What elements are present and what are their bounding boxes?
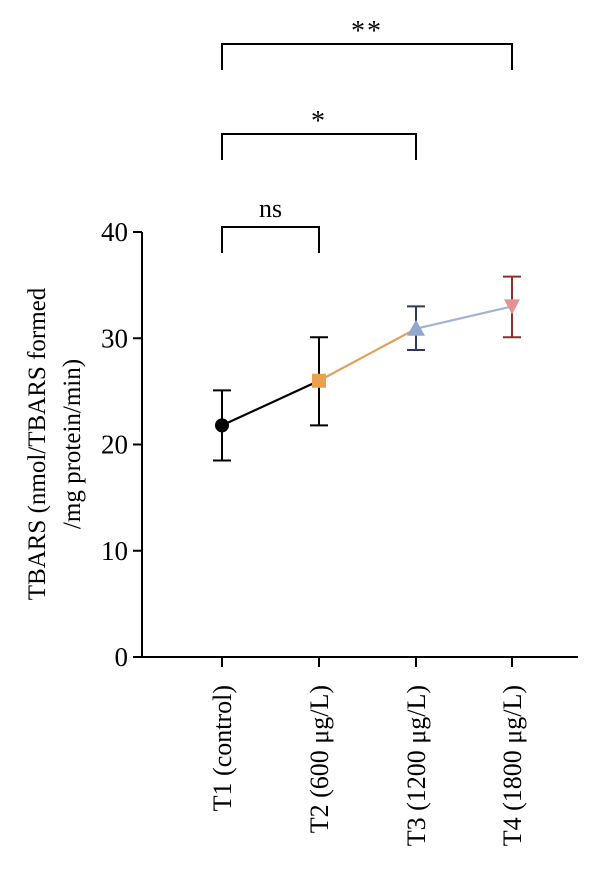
series-line — [221, 305, 513, 427]
y-ticks: 0 10 20 30 40 — [101, 217, 142, 672]
significance-bracket — [221, 43, 513, 70]
y-axis-label-line-1: TBARS (nmol/TBARS formed — [24, 287, 51, 600]
y-tick-label: 20 — [101, 430, 128, 460]
data-point-triangle-down — [504, 299, 520, 315]
y-tick-label: 10 — [101, 536, 128, 566]
error-bars — [213, 275, 521, 462]
significance-label: * — [311, 106, 327, 137]
x-ticks: T1 (control) T2 (600 μg/L) T3 (1200 μg/L) T… — [208, 657, 527, 846]
x-tick-label: T2 (600 μg/L) — [305, 685, 334, 833]
significance-brackets: ns*** — [221, 16, 513, 253]
significance-bracket — [221, 133, 417, 160]
series-segment — [415, 305, 513, 330]
x-tick-label: T4 (1800 μg/L) — [498, 685, 527, 846]
y-axis-label: TBARS (nmol/TBARS formed /mg protein/min… — [24, 287, 86, 600]
data-point-circle — [215, 418, 229, 433]
series-segment — [221, 379, 320, 427]
data-points — [215, 299, 520, 433]
x-tick-label: T1 (control) — [208, 685, 237, 811]
data-point-square — [312, 373, 326, 388]
significance-label: ** — [351, 16, 383, 47]
y-tick-label: 30 — [101, 323, 128, 353]
significance-label: ns — [259, 194, 282, 223]
y-axis-label-line-2: /mg protein/min) — [59, 359, 86, 529]
data-point-triangle-up — [407, 319, 425, 336]
series-segment — [318, 327, 417, 382]
y-tick-label: 0 — [115, 642, 129, 672]
y-tick-label: 40 — [101, 217, 128, 247]
x-tick-label: T3 (1200 μg/L) — [402, 685, 431, 846]
significance-bracket — [221, 226, 320, 253]
